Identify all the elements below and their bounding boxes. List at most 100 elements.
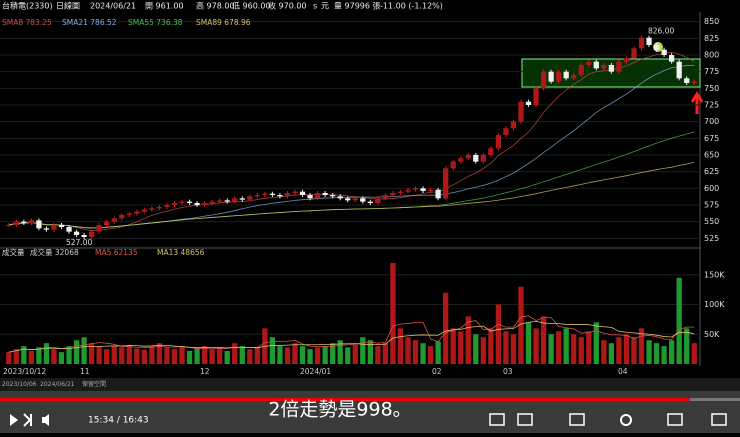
y-tick-label: 850: [704, 17, 719, 26]
candle: [405, 189, 411, 192]
moving-average: [8, 161, 695, 229]
indicator-label: SMA55 736.38: [128, 18, 183, 27]
candle: [134, 211, 140, 214]
candle: [653, 45, 660, 50]
volume-bar: [495, 304, 502, 364]
candle: [427, 189, 434, 191]
candle: [450, 161, 456, 169]
candle: [608, 65, 615, 72]
volume-bar: [443, 292, 449, 364]
volume-bar: [36, 347, 42, 364]
volume-average: [8, 320, 695, 353]
x-tick-label: 2024/01: [300, 367, 331, 376]
candle: [209, 201, 215, 203]
volume-bar: [126, 344, 132, 364]
header-text: 低 960.00: [232, 1, 271, 11]
y-tick-label: 575: [704, 201, 719, 210]
candle: [96, 225, 102, 232]
candle: [21, 221, 27, 223]
candle: [51, 225, 57, 230]
volume-bar: [571, 334, 577, 364]
volume-bar: [345, 347, 351, 364]
volume-bar: [533, 328, 539, 364]
volume-bar: [653, 343, 660, 364]
candle: [179, 201, 185, 203]
volume-average: [8, 315, 695, 353]
cc-button[interactable]: [569, 413, 585, 426]
candle: [458, 158, 464, 162]
candle: [119, 215, 125, 219]
candle: [330, 195, 336, 197]
candle: [299, 191, 306, 195]
volume-bar: [134, 348, 140, 364]
volume-bar: [638, 328, 645, 364]
candle: [43, 228, 50, 230]
candle: [111, 218, 117, 222]
volume-bar: [563, 328, 569, 364]
header-text: 開 961.00: [145, 2, 184, 11]
y-tick-label: 700: [704, 117, 719, 126]
volume-bar: [601, 340, 607, 364]
volume-bar: [616, 337, 622, 364]
candle: [126, 213, 132, 215]
header-text: 2024/06/21: [90, 2, 136, 11]
volume-bar: [352, 344, 358, 364]
volume-bar: [691, 343, 697, 364]
candle: [495, 135, 502, 149]
header-text: 日線圖: [56, 1, 80, 11]
x-tick-label: 11: [80, 367, 90, 376]
fullscreen-button[interactable]: [711, 413, 727, 426]
candle: [631, 48, 637, 59]
y-tick-label: 800: [704, 51, 719, 60]
volume-button[interactable]: [42, 414, 49, 426]
candle: [540, 71, 547, 89]
candle: [691, 81, 697, 83]
volume-bar: [284, 347, 291, 364]
candle: [473, 155, 479, 162]
chapters-button[interactable]: [489, 413, 505, 426]
progress-played[interactable]: [0, 398, 690, 401]
candle: [646, 37, 652, 45]
candle: [661, 49, 667, 55]
candle: [397, 191, 404, 193]
autoplay-button[interactable]: [517, 413, 533, 426]
volume-bar: [337, 340, 343, 364]
play-button[interactable]: [10, 414, 18, 426]
candle: [224, 200, 230, 202]
volume-bar: [631, 337, 637, 364]
candle: [262, 193, 268, 195]
volume-bar: [518, 286, 524, 364]
x-tick-label: 02: [432, 367, 442, 376]
volume-bar: [556, 331, 562, 364]
candle: [28, 220, 35, 223]
candle: [676, 61, 682, 79]
theater-button[interactable]: [667, 413, 683, 426]
volume-bar: [149, 346, 155, 364]
volume-bar: [13, 349, 19, 364]
y-tick-label: 100K: [704, 300, 725, 309]
volume-bar: [330, 343, 336, 364]
volume-bar: [164, 347, 170, 364]
candle: [307, 195, 313, 199]
candle: [277, 195, 283, 197]
candle: [269, 193, 276, 195]
volume-bar: [435, 341, 441, 364]
x-tick-label: 04: [618, 367, 628, 376]
indicator-label: SMA21 786.52: [62, 18, 117, 27]
candle: [352, 198, 358, 201]
candle: [149, 208, 155, 210]
volume-bar: [412, 340, 419, 364]
volume-bar: [96, 346, 102, 364]
candle: [390, 193, 396, 195]
candle: [638, 37, 645, 49]
volume-bar: [525, 322, 532, 364]
next-button[interactable]: [23, 413, 32, 427]
candle: [232, 198, 238, 202]
indicator-label: MA5 62135: [95, 248, 138, 257]
volume-bar: [646, 340, 652, 364]
volume-bar: [465, 316, 471, 364]
settings-button[interactable]: [620, 414, 632, 426]
y-tick-label: 675: [704, 134, 719, 143]
volume-bar: [186, 350, 193, 364]
